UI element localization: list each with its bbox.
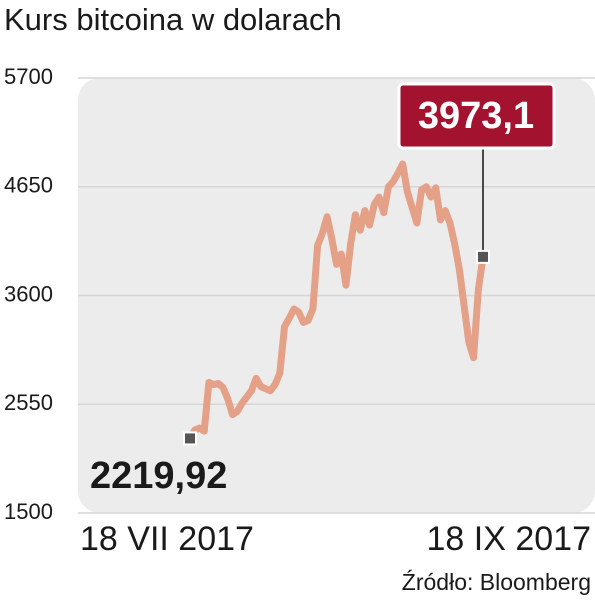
chart-title: Kurs bitcoina w dolarach — [4, 2, 342, 37]
x-tick-label: 18 VII 2017 — [80, 520, 254, 558]
y-tick-label: 4650 — [4, 173, 53, 198]
y-tick-label: 1500 — [4, 499, 53, 524]
y-tick-label: 2550 — [4, 390, 53, 415]
point-marker — [476, 249, 490, 264]
value-label: 2219,92 — [90, 455, 227, 497]
x-tick-label: 18 IX 2017 — [427, 520, 591, 558]
data-line — [186, 160, 487, 442]
source: Źródło: Bloomberg — [402, 569, 591, 595]
y-tick-label: 5700 — [4, 64, 53, 89]
callout-box — [397, 82, 556, 150]
y-tick-label: 3600 — [4, 281, 53, 306]
point-marker — [183, 431, 197, 446]
value-label: 3973,1 — [418, 95, 534, 137]
